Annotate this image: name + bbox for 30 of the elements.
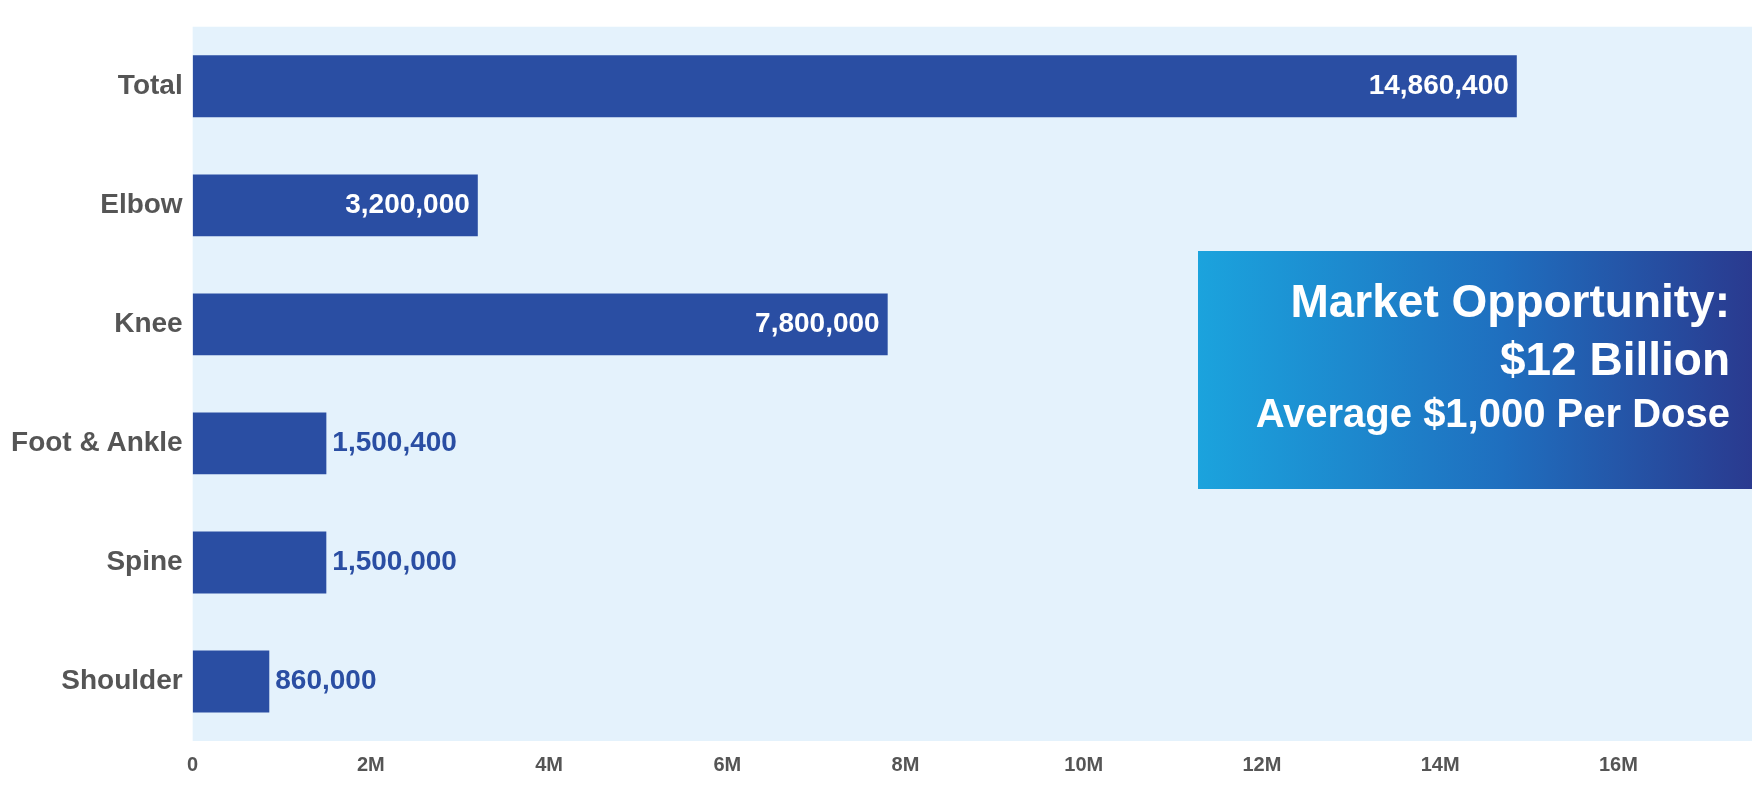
data-label: 1,500,400 bbox=[332, 426, 457, 458]
data-label: 3,200,000 bbox=[345, 188, 470, 220]
y-tick-label: Foot & Ankle bbox=[11, 426, 183, 458]
bar bbox=[192, 55, 1517, 118]
bar bbox=[192, 293, 888, 356]
x-tick-label: 6M bbox=[713, 752, 742, 775]
y-tick-label: Shoulder bbox=[61, 664, 183, 696]
data-label: 1,500,000 bbox=[332, 545, 457, 577]
x-tick-label: 12M bbox=[1242, 752, 1282, 775]
y-tick-label: Spine bbox=[106, 545, 183, 577]
x-tick-label: 8M bbox=[891, 752, 920, 775]
y-tick-label: Knee bbox=[114, 307, 183, 339]
bar bbox=[192, 412, 327, 475]
bar bbox=[192, 531, 327, 594]
x-tick-label: 2M bbox=[356, 752, 385, 775]
x-tick-label: 16M bbox=[1598, 752, 1638, 775]
annotation: Market Opportunity: bbox=[1289, 274, 1730, 329]
data-label: 14,860,400 bbox=[1368, 69, 1509, 101]
data-label: 7,800,000 bbox=[755, 307, 880, 339]
bar bbox=[192, 650, 270, 713]
y-tick-label: Total bbox=[117, 69, 183, 101]
x-tick-label: 4M bbox=[535, 752, 563, 775]
x-tick-label: 0 bbox=[187, 752, 199, 775]
x-tick-label: 10M bbox=[1064, 752, 1104, 775]
y-tick-label: Elbow bbox=[100, 188, 183, 220]
data-label: 860,000 bbox=[275, 664, 377, 696]
annotation: $12 Billion bbox=[1498, 331, 1730, 387]
x-tick-label: 14M bbox=[1420, 752, 1460, 775]
bar bbox=[192, 174, 478, 237]
annotation: Average $1,000 Per Dose bbox=[1254, 390, 1730, 437]
